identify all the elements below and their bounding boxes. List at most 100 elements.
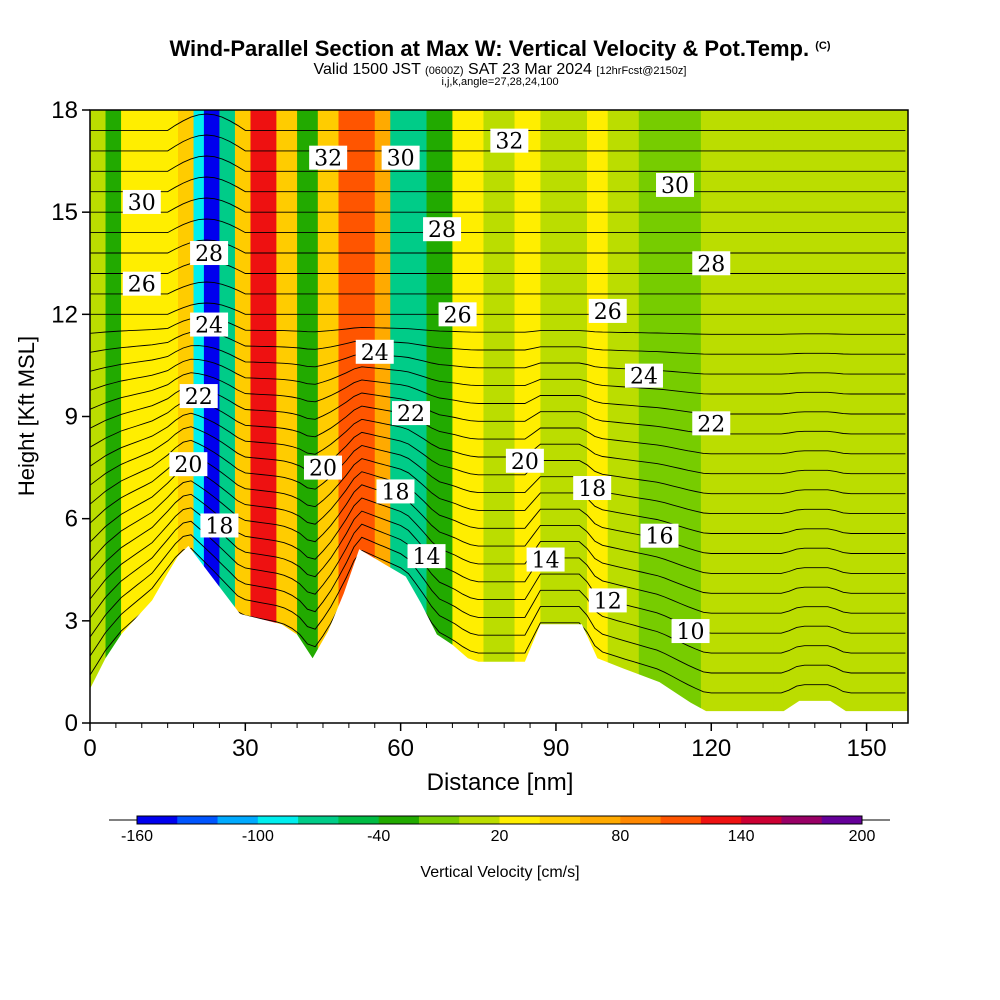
contour-label-27: 10 — [671, 619, 710, 645]
colorbar-swatch-9 — [499, 816, 541, 824]
theta-contour-27 — [90, 155, 906, 172]
velocity-column-22 — [607, 110, 640, 723]
x-axis-label: Distance [nm] — [427, 769, 574, 796]
contour-label-1: 26 — [122, 271, 161, 298]
theta-contour-4 — [90, 520, 906, 634]
x-tick-label-30: 30 — [232, 735, 259, 762]
colorbar-swatch-2 — [217, 816, 259, 824]
colorbar-tick-label: -40 — [367, 828, 391, 845]
velocity-column-21 — [587, 110, 609, 723]
theta-contour-9 — [90, 453, 906, 534]
contour-label-25: 28 — [692, 251, 731, 277]
colorbar-title: Vertical Velocity [cm/s] — [420, 864, 580, 881]
svg-text:30: 30 — [387, 147, 415, 172]
colorbar-swatch-1 — [177, 816, 219, 824]
svg-text:22: 22 — [697, 412, 725, 437]
svg-text:10: 10 — [677, 620, 705, 645]
theta-contour-10 — [90, 439, 906, 515]
svg-text:32: 32 — [314, 147, 342, 172]
svg-text:20: 20 — [309, 457, 337, 482]
y-tick-label-9: 9 — [65, 404, 78, 431]
colorbar-swatch-4 — [298, 816, 339, 824]
svg-text:26: 26 — [128, 273, 156, 298]
contour-label-18: 14 — [526, 547, 565, 574]
contour-label-15: 14 — [407, 544, 446, 570]
svg-text:30: 30 — [661, 174, 689, 199]
colorbar-swatch-10 — [539, 816, 581, 824]
colorbar-tick-label: 140 — [727, 828, 755, 845]
velocity-column-11 — [297, 110, 319, 723]
velocity-column-5 — [193, 110, 205, 723]
x-tick-label-90: 90 — [543, 735, 570, 762]
chart-title: Wind-Parallel Section at Max W: Vertical… — [169, 36, 831, 61]
axes: 0 30 60 90 120 150 0 3 6 9 12 15 18 — [51, 97, 893, 762]
colorbar-tick-label: 20 — [490, 828, 509, 845]
svg-text:22: 22 — [397, 402, 425, 427]
colorbar-tick-label: 200 — [848, 828, 876, 845]
velocity-column-0 — [90, 110, 107, 723]
colorbar-swatch-3 — [257, 816, 299, 824]
colorbar-swatch-5 — [338, 816, 380, 824]
colorbar-tick-label: -100 — [241, 828, 274, 845]
svg-text:24: 24 — [195, 314, 223, 339]
theta-contour-12 — [90, 412, 906, 475]
colorbar-swatch-16 — [781, 816, 823, 824]
contour-label-2: 28 — [190, 241, 229, 267]
theta-contours — [90, 110, 906, 694]
x-tick-label-60: 60 — [387, 735, 414, 762]
contour-label-11: 28 — [423, 217, 462, 243]
y-axis-label: Height [Kft MSL] — [14, 336, 39, 496]
y-tick-label-3: 3 — [65, 608, 78, 635]
velocity-column-25 — [773, 110, 842, 723]
contour-label-8: 30 — [381, 145, 420, 172]
x-tick-label-120: 120 — [691, 735, 731, 762]
velocity-column-18 — [483, 110, 516, 723]
velocity-column-19 — [514, 110, 542, 723]
theta-contour-2 — [90, 547, 906, 674]
svg-text:28: 28 — [428, 218, 456, 243]
colorbar-swatch-13 — [660, 816, 702, 824]
colorbar-swatch-0 — [137, 816, 178, 824]
svg-text:28: 28 — [697, 252, 725, 277]
svg-text:22: 22 — [185, 385, 213, 410]
svg-text:24: 24 — [361, 341, 389, 366]
theta-contour-26 — [90, 176, 906, 193]
terrain — [90, 545, 908, 723]
theta-contour-7 — [90, 480, 906, 574]
contour-label-5: 20 — [169, 452, 208, 478]
contour-label-23: 16 — [640, 523, 679, 550]
svg-text:24: 24 — [630, 365, 658, 390]
chart-subtitle: Valid 1500 JST (0600Z) SAT 23 Mar 2024 [… — [313, 61, 687, 78]
colorbar-swatch-11 — [580, 816, 621, 824]
svg-text:30: 30 — [128, 191, 156, 216]
contour-label-3: 24 — [190, 312, 229, 339]
theta-contour-16 — [90, 358, 906, 395]
colorbar-swatch-17 — [821, 816, 863, 824]
contour-label-6: 18 — [200, 513, 239, 539]
svg-text:14: 14 — [532, 549, 560, 574]
contour-label-4: 22 — [179, 384, 218, 410]
contour-label-9: 24 — [355, 339, 394, 366]
svg-text:18: 18 — [205, 514, 233, 539]
terrain-mask — [90, 545, 908, 723]
contour-label-10: 20 — [303, 455, 342, 482]
colorbar — [109, 815, 890, 825]
velocity-column-17 — [452, 110, 485, 723]
theta-contour-25 — [90, 197, 906, 213]
velocity-column-8 — [234, 110, 252, 723]
theta-contour-8 — [90, 466, 906, 554]
colorbar-swatch-12 — [620, 816, 662, 824]
contour-label-22: 12 — [588, 588, 627, 614]
theta-contour-13 — [90, 399, 906, 455]
y-tick-label-12: 12 — [51, 301, 78, 328]
svg-text:16: 16 — [645, 525, 673, 550]
theta-contour-24 — [90, 218, 906, 234]
contour-label-24: 30 — [656, 172, 695, 199]
contour-label-19: 18 — [573, 476, 612, 502]
svg-text:20: 20 — [511, 450, 539, 475]
theta-contour-21 — [90, 281, 906, 295]
theta-contour-18 — [90, 331, 906, 355]
theta-contour-30 — [90, 110, 906, 111]
theta-contour-20 — [90, 302, 906, 315]
